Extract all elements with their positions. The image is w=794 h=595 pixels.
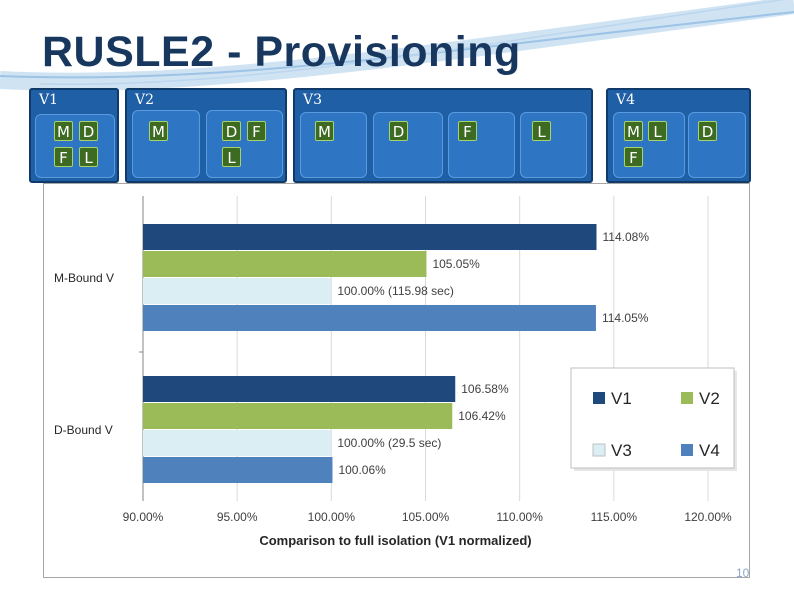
- bar-v2: [143, 403, 453, 429]
- data-label: 106.42%: [458, 409, 506, 423]
- vm-container: [206, 110, 283, 178]
- bar-v3: [143, 430, 332, 456]
- legend-label: V2: [699, 389, 720, 408]
- component-chip: L: [532, 121, 551, 141]
- vm-label: V3: [303, 92, 323, 108]
- vm-label: V2: [135, 92, 155, 108]
- vm-container: [520, 112, 587, 178]
- legend-label: V1: [611, 389, 632, 408]
- component-chip: D: [698, 121, 717, 141]
- vm-box-v2: V2 M D F L: [125, 88, 287, 183]
- page-title: RUSLE2 - Provisioning: [42, 28, 521, 76]
- bar-v1: [143, 224, 597, 250]
- data-label: 114.05%: [602, 311, 649, 325]
- vm-container: [688, 112, 746, 178]
- x-tick-label: 120.00%: [684, 510, 732, 524]
- legend-swatch-v3: [592, 443, 606, 457]
- component-chip: F: [624, 147, 643, 167]
- vm-container: [373, 112, 443, 178]
- chart-area: 90.00% 95.00% 100.00% 105.00% 110.00% 115.00%…: [43, 183, 750, 578]
- legend-swatch-v4: [681, 444, 693, 456]
- data-label: 100.00% (115.98 sec): [337, 284, 454, 298]
- x-tick-label: 115.00%: [591, 510, 638, 524]
- vm-box-v4: V4 M L D F: [606, 88, 751, 183]
- vm-box-v1: V1 M D F L: [29, 88, 119, 183]
- component-chip: L: [648, 121, 667, 141]
- legend-swatch-v2: [681, 392, 693, 404]
- bar-v3: [143, 278, 332, 304]
- component-chip: M: [54, 121, 73, 141]
- component-chip: F: [458, 121, 477, 141]
- header-swoosh: [0, 0, 794, 91]
- bar-v4: [143, 457, 333, 483]
- bar-v1: [143, 376, 456, 402]
- component-chip: F: [54, 147, 73, 167]
- legend-label: V4: [699, 441, 720, 460]
- vm-box-v3: V3 M D F L: [293, 88, 593, 183]
- component-chip: D: [79, 121, 98, 141]
- bar-v2: [143, 251, 427, 277]
- data-label: 114.08%: [603, 230, 650, 244]
- legend-label: V3: [611, 441, 632, 460]
- x-tick-label: 105.00%: [402, 510, 450, 524]
- slide-number: 10: [736, 566, 750, 580]
- vm-container: [35, 114, 115, 178]
- component-chip: L: [222, 147, 241, 167]
- bar-chart: 90.00% 95.00% 100.00% 105.00% 110.00% 115.00%…: [54, 196, 737, 548]
- bar-v4: [143, 305, 596, 331]
- x-tick-label: 95.00%: [217, 510, 258, 524]
- category-label: M-Bound V: [54, 271, 114, 285]
- data-label: 100.00% (29.5 sec): [337, 436, 441, 450]
- component-chip: D: [222, 121, 241, 141]
- vm-label: V1: [39, 92, 59, 108]
- data-label: 100.06%: [338, 463, 386, 477]
- x-tick-label: 100.00%: [308, 510, 356, 524]
- component-chip: D: [389, 121, 408, 141]
- data-label: 106.58%: [461, 382, 509, 396]
- x-tick-label: 90.00%: [123, 510, 164, 524]
- legend-swatch-v1: [593, 392, 605, 404]
- x-tick-label: 110.00%: [496, 510, 543, 524]
- category-label: D-Bound V: [54, 423, 113, 437]
- component-chip: L: [79, 147, 98, 167]
- component-chip: F: [247, 121, 266, 141]
- component-chip: M: [149, 121, 168, 141]
- data-label: 105.05%: [432, 257, 480, 271]
- component-chip: M: [624, 121, 643, 141]
- component-chip: M: [315, 121, 334, 141]
- x-axis-title: Comparison to full isolation (V1 normali…: [259, 533, 531, 548]
- vm-label: V4: [616, 92, 636, 108]
